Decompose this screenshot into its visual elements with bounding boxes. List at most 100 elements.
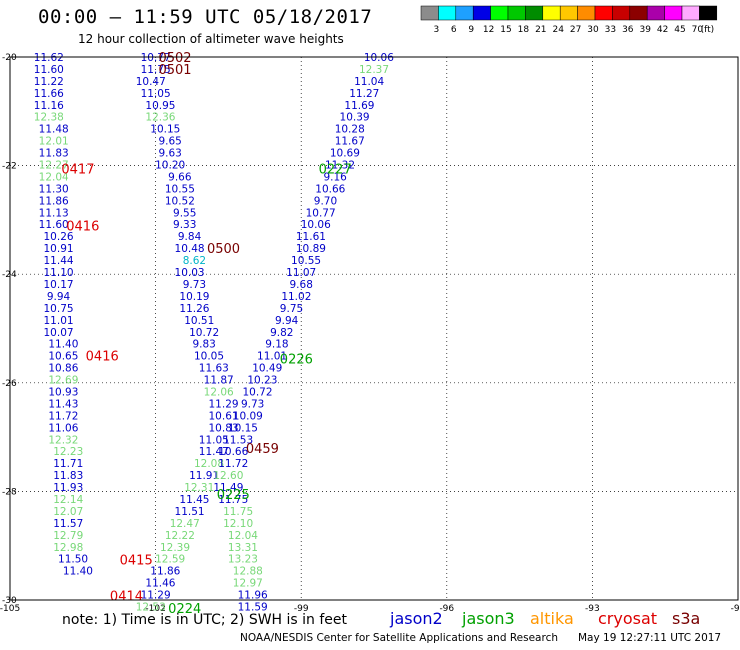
legend-swatch	[559, 5, 578, 21]
swh-label: 12.98	[53, 542, 83, 554]
swh-label: 11.29	[209, 398, 239, 410]
time-label: 0226	[280, 352, 313, 367]
swh-label: 13.31	[228, 542, 258, 554]
swh-label: 12.97	[233, 578, 263, 590]
swh-label: 10.23	[247, 375, 277, 387]
legend-bin-label: 6	[451, 25, 457, 35]
legend-bin-label: 36	[622, 25, 634, 35]
swh-label: 11.22	[34, 76, 64, 88]
legend-bin-label: 27	[570, 25, 581, 35]
swh-label: 8.62	[183, 255, 206, 267]
swh-label: 11.83	[39, 148, 69, 160]
legend-swatch	[664, 5, 683, 21]
time-label: 0225	[217, 488, 250, 503]
swh-label: 9.82	[270, 327, 293, 339]
swh-label: 10.83	[209, 422, 239, 434]
swh-label: 11.07	[286, 267, 316, 279]
swh-label: 10.61	[209, 410, 239, 422]
swh-label: 10.72	[242, 386, 272, 398]
swh-label: 10.06	[301, 219, 331, 231]
swh-label: 11.75	[141, 64, 171, 76]
swh-label: 10.48	[175, 243, 205, 255]
swh-label: 10.93	[48, 386, 78, 398]
swh-label: 10.09	[233, 410, 263, 422]
credit-text: NOAA/NESDIS Center for Satellite Applica…	[240, 632, 558, 644]
swh-label: 12.04	[39, 171, 69, 183]
swh-label: 9.94	[275, 315, 299, 327]
swh-label: 9.55	[173, 207, 196, 219]
y-tick-label: -20	[2, 53, 17, 63]
swh-label: 11.45	[179, 494, 209, 506]
swh-label: 12.08	[194, 458, 224, 470]
legend-swatch	[542, 5, 561, 21]
swh-label: 9.33	[173, 219, 196, 231]
footnote-note: note: 1) Time is in UTC; 2) SWH is in fe…	[62, 612, 348, 628]
swh-label: 10.91	[44, 243, 74, 255]
swh-label: 12.36	[145, 112, 175, 124]
swh-label: 10.17	[44, 279, 74, 291]
swh-label: 10.15	[228, 422, 258, 434]
swh-label: 11.04	[354, 76, 384, 88]
swh-label: 9.73	[183, 279, 206, 291]
satellite-name-jason3: jason3	[462, 609, 515, 628]
y-tick-label: -24	[2, 270, 17, 280]
satellite-name-cryosat: cryosat	[598, 609, 658, 628]
legend-bin-label: 33	[605, 25, 616, 35]
chart-subtitle: 12 hour collection of altimeter wave hei…	[78, 32, 344, 46]
swh-label: 9.70	[314, 195, 337, 207]
swh-label: 10.20	[155, 160, 185, 172]
swh-label: 11.62	[34, 52, 64, 64]
swh-label: 11.59	[238, 602, 268, 614]
swh-label: 11.96	[238, 590, 268, 602]
swh-label: 11.40	[48, 339, 78, 351]
swh-label: 11.48	[39, 124, 69, 136]
swh-label: 12.79	[53, 530, 83, 542]
swh-label: 12.31	[184, 482, 214, 494]
swh-label: 11.93	[53, 482, 83, 494]
legend-swatch	[525, 5, 544, 21]
x-tick-label: -99	[294, 604, 309, 614]
time-label: 0500	[207, 242, 240, 257]
swh-label: 10.66	[218, 446, 248, 458]
swh-label: 11.60	[39, 219, 69, 231]
swh-label: 9.73	[241, 398, 264, 410]
legend-swatch	[594, 5, 613, 21]
swh-label: 12.04	[228, 530, 258, 542]
swh-label: 11.71	[53, 458, 83, 470]
x-tick-label: -105	[0, 604, 20, 614]
swh-label: 13.23	[228, 554, 258, 566]
color-legend: 3 6 9 12 15 18 21 24 27 30 33 36 39 42 45 70(ft)	[420, 5, 718, 35]
legend-bin-label: 3	[434, 25, 440, 35]
chart-axes: -105 -102 -99 -96 -93 -90 -20 -22 -24 -26 -28 -30	[0, 53, 740, 614]
swh-label: 11.32	[325, 160, 355, 172]
chart-title: 00:00 – 11:59 UTC 05/18/2017	[38, 6, 373, 28]
time-label: 0459	[246, 442, 279, 457]
time-label: 0227	[319, 162, 352, 177]
swh-label: 12.06	[204, 386, 234, 398]
swh-label: 11.75	[218, 494, 248, 506]
swh-label: 11.13	[39, 207, 69, 219]
time-label: 0224	[168, 602, 201, 617]
swh-label: 10.95	[145, 100, 175, 112]
satellite-name-s3a: s3a	[672, 609, 701, 628]
swh-label: 10.69	[330, 148, 360, 160]
legend-swatch	[420, 5, 439, 21]
swh-label: 10.51	[184, 315, 214, 327]
legend-bin-label: 24	[552, 25, 564, 35]
satellite-name-altika: altika	[530, 609, 574, 628]
legend-swatch	[455, 5, 474, 21]
legend-bin-label: 42	[657, 25, 668, 35]
swh-label: 12.59	[155, 554, 185, 566]
legend-swatch	[646, 5, 665, 21]
swh-label: 10.89	[296, 243, 326, 255]
x-tick-label: -102	[145, 604, 165, 614]
swh-label: 12.10	[223, 518, 253, 530]
legend-swatch	[438, 5, 457, 21]
swh-label: 9.68	[290, 279, 313, 291]
swh-label: 11.53	[223, 434, 253, 446]
satellite-name-jason2: jason2	[390, 609, 443, 628]
swh-label: 11.29	[141, 590, 171, 602]
swh-label: 11.01	[257, 351, 287, 363]
